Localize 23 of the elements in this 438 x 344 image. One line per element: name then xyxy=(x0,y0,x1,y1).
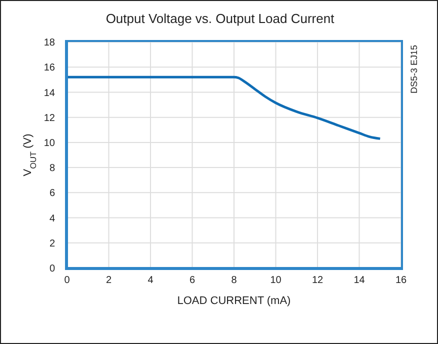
y-tick-label: 6 xyxy=(49,188,56,200)
y-tick-label: 8 xyxy=(49,163,56,174)
text: DS5-3 EJ15 xyxy=(409,45,419,94)
x-tick-label: 8 xyxy=(231,275,238,286)
x-tick-label: 6 xyxy=(189,275,196,286)
x-axis-title: LOAD CURRENT (mA) xyxy=(177,295,291,307)
line-series xyxy=(67,76,382,140)
x-tick-label: 4 xyxy=(148,275,154,286)
y-tick-label: 2 xyxy=(49,238,56,250)
y-tick-label: 12 xyxy=(44,112,56,124)
x-tick-label: 0 xyxy=(64,275,70,286)
x-tick-label: 12 xyxy=(312,275,324,286)
y-tick-label: 10 xyxy=(44,138,56,149)
y-tick-label: 18 xyxy=(44,38,56,49)
chart-title: Output Voltage vs. Output Load Current xyxy=(104,11,336,26)
x-tick-label: 14 xyxy=(354,275,366,286)
x-tick-label: 10 xyxy=(270,275,282,286)
y-tick-label: 4 xyxy=(49,213,56,224)
x-tick-label: 2 xyxy=(106,275,112,286)
y-tick-label: 14 xyxy=(44,88,56,99)
y-tick-label: 0 xyxy=(49,264,56,275)
y-tick-label: 16 xyxy=(44,62,56,74)
x-tick-label: 16 xyxy=(395,275,407,286)
